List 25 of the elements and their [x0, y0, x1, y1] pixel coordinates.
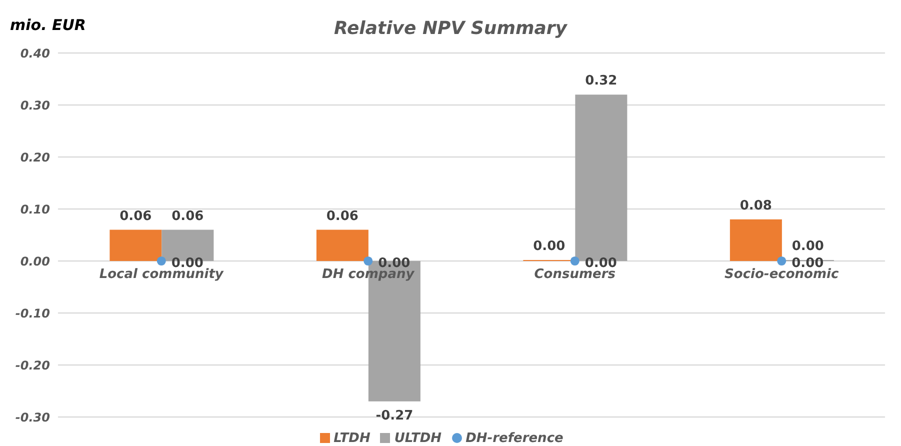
y-axis-title: mio. EUR: [10, 16, 86, 34]
data-label: 0.32: [585, 74, 618, 89]
data-label: 0.00: [533, 239, 566, 254]
data-label: 0.00: [378, 256, 410, 271]
data-label: 0.00: [792, 239, 824, 254]
y-tick-label: 0.10: [20, 202, 50, 216]
bar: [110, 230, 162, 261]
bar: [316, 230, 368, 261]
y-tick-label: -0.30: [15, 410, 50, 424]
y-tick-label: 0.30: [20, 98, 50, 112]
y-tick-label: 0.00: [20, 254, 50, 268]
data-label: 0.06: [120, 208, 152, 224]
y-tick-label: -0.20: [15, 358, 50, 372]
data-label: 0.06: [172, 208, 204, 224]
legend-label: ULTDH: [394, 431, 442, 446]
y-tick-label: -0.10: [15, 306, 50, 320]
data-label: 0.06: [326, 208, 358, 224]
data-label: -0.27: [376, 408, 414, 424]
data-label: 0.08: [740, 198, 772, 214]
chart-title: Relative NPV Summary: [334, 18, 567, 39]
y-tick-label: 0.40: [20, 46, 50, 60]
legend-label: DH-reference: [466, 431, 564, 446]
legend-label: LTDH: [334, 431, 370, 446]
y-tick-label: 0.20: [20, 150, 50, 164]
bar: [730, 219, 782, 261]
